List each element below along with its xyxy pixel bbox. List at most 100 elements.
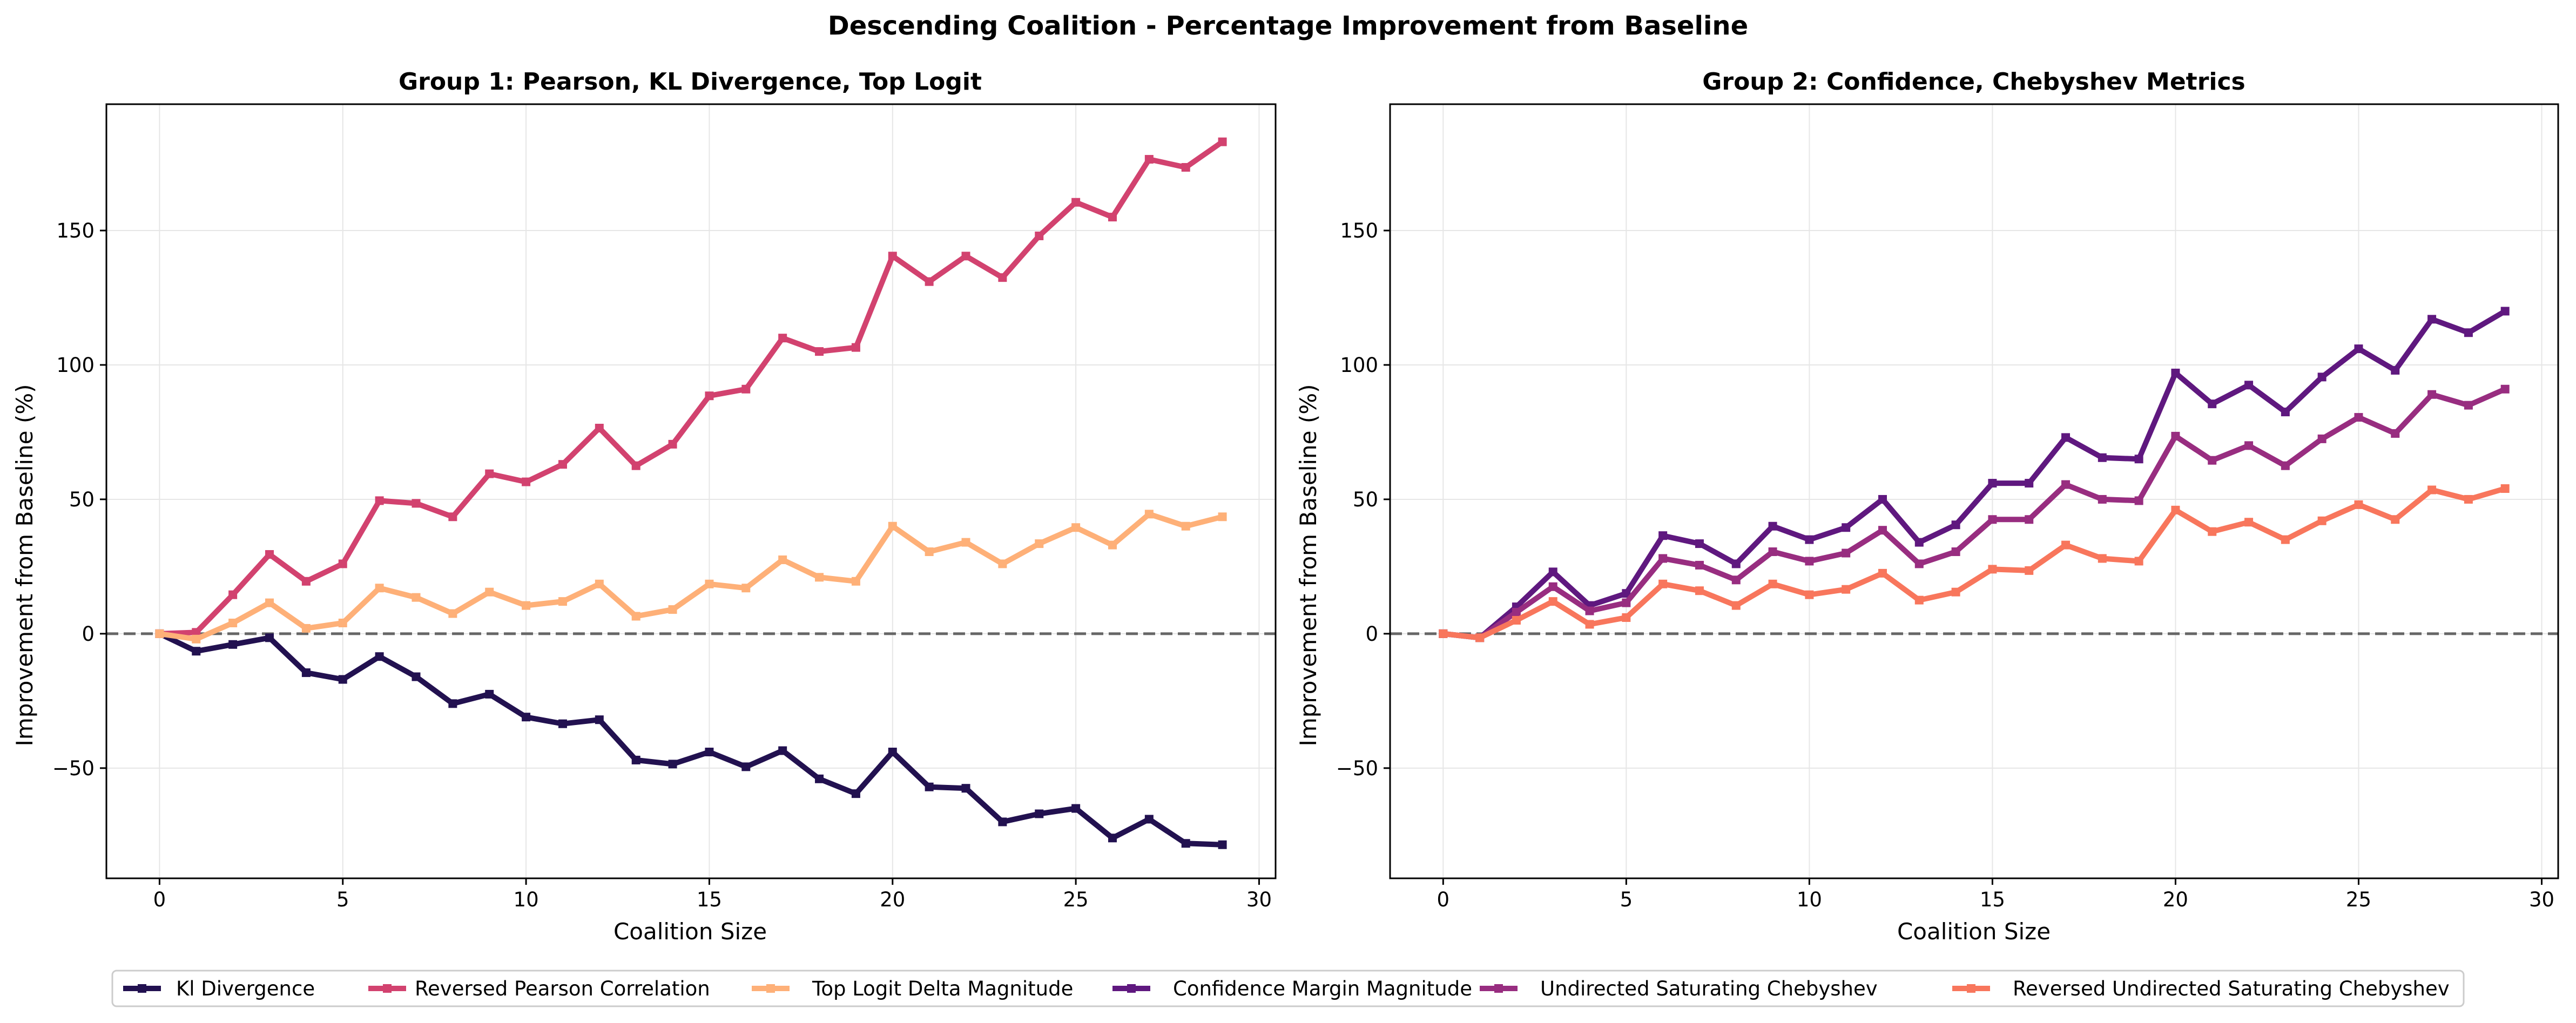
left-series-1-point — [375, 496, 384, 505]
legend-marker — [1967, 984, 1975, 993]
right-series-1-point — [2391, 429, 2400, 438]
right-x-tick-label: 10 — [1797, 888, 1822, 911]
left-series-2-point — [998, 559, 1007, 568]
left-series-2-point — [1181, 521, 1190, 531]
left-series-0-point — [631, 755, 640, 764]
left-series-1-point — [412, 499, 421, 508]
right-series-2-point — [1658, 579, 1668, 588]
left-series-0-point — [705, 747, 714, 756]
left-series-0-point — [998, 817, 1007, 826]
right-series-1-point — [1695, 560, 1704, 570]
right-series-1-point — [1914, 559, 1924, 568]
left-series-1-point — [705, 391, 714, 401]
left-series-2-point — [851, 577, 860, 586]
left-series-1-point — [301, 577, 311, 586]
left-series-0-point — [668, 760, 677, 769]
left-series-0-point — [961, 784, 970, 793]
left-series-0-point — [412, 672, 421, 681]
right-series-2-point — [1805, 590, 1814, 599]
left-series-2-point — [668, 605, 677, 614]
right-series-2-point — [2354, 500, 2363, 509]
right-series-1-point — [1585, 606, 1594, 615]
left-series-2-point — [961, 538, 970, 547]
right-x-tick-label: 25 — [2346, 888, 2371, 911]
right-x-tick-label: 15 — [1980, 888, 2005, 911]
right-series-0-point — [1988, 479, 1997, 488]
left-series-2-point — [1144, 510, 1154, 519]
left-series-0-point — [1181, 839, 1190, 848]
right-series-0-point — [2244, 381, 2254, 390]
left-series-1-point — [558, 460, 567, 469]
right-y-tick-label: 150 — [1340, 219, 1378, 242]
left-y-tick-label: 0 — [82, 622, 95, 646]
left-series-1-point — [815, 347, 824, 356]
right-series-1-point — [2208, 456, 2217, 465]
left-plot: Group 1: Pearson, KL Divergence, Top Log… — [11, 68, 1277, 945]
right-series-1-point — [1622, 598, 1631, 607]
right-plot-area: 0 5 10 15 20 25 30 −50 0 50 100 150 — [1336, 103, 2559, 911]
left-series-2-point — [741, 584, 751, 593]
right-series-0-point — [2208, 399, 2217, 409]
left-series-2-point — [485, 587, 494, 597]
right-series-1-point — [1548, 582, 1557, 591]
left-series-2-point — [631, 612, 640, 621]
left-series-2-point — [228, 618, 238, 627]
right-plot: Group 2: Confidence, Chebyshev Metrics 0… — [1295, 68, 2559, 945]
left-series-0-point — [1218, 840, 1227, 849]
right-series-line-2 — [1440, 486, 2508, 641]
right-series-0-point — [2025, 479, 2034, 488]
right-series-1-point — [2171, 431, 2180, 441]
left-series-0-point — [741, 762, 751, 771]
left-x-tick-label: 25 — [1063, 888, 1089, 911]
legend-entry-reversed-undirected-chebyshev: Reversed Undirected Saturating Chebyshev — [1952, 977, 2450, 1000]
left-series-1-point — [338, 559, 347, 568]
left-x-tick-label: 20 — [880, 888, 905, 911]
left-series-1-point — [1108, 213, 1117, 222]
right-x-axis-label: Coalition Size — [1897, 918, 2051, 945]
right-series-0-point — [1548, 567, 1557, 577]
left-series-1-point — [1218, 137, 1227, 146]
left-plot-area: 0 5 10 15 20 25 30 −50 0 50 100 150 — [52, 103, 1277, 911]
right-plot-title: Group 2: Confidence, Chebyshev Metrics — [1702, 68, 2245, 96]
left-series-1-point — [1144, 155, 1154, 164]
left-series-0-point — [228, 640, 238, 649]
right-series-0-point — [2317, 372, 2327, 382]
legend-marker — [1494, 984, 1503, 993]
left-series-0-point — [888, 747, 897, 756]
right-series-1-point — [2281, 461, 2290, 470]
right-series-2-point — [2171, 505, 2180, 514]
legend-label: Reversed Pearson Correlation — [415, 977, 710, 1000]
left-series-2-point — [301, 624, 311, 633]
right-series-2-point — [2025, 566, 2034, 575]
left-series-1-point — [265, 550, 274, 559]
left-x-axis-label: Coalition Size — [613, 918, 767, 945]
left-series-1-point — [595, 423, 604, 432]
left-series-1-point — [522, 477, 531, 486]
left-series-2-point — [155, 629, 164, 638]
right-series-1-point — [1731, 575, 1741, 585]
legend-label: Undirected Saturating Chebyshev — [1540, 977, 1878, 1000]
left-series-1-point — [888, 252, 897, 261]
left-series-1-point — [1071, 198, 1081, 207]
left-y-tick-label: 100 — [56, 354, 95, 377]
legend-marker — [383, 984, 392, 993]
left-series-2-point — [1071, 523, 1081, 532]
right-y-tick-label: −50 — [1336, 757, 1378, 780]
right-series-2-point — [1512, 616, 1521, 625]
right-series-2-point — [2427, 485, 2437, 494]
left-series-0-point — [815, 774, 824, 783]
left-series-2-point — [448, 609, 457, 618]
right-series-2-point — [1585, 620, 1594, 629]
left-series-1-point — [448, 512, 457, 521]
left-series-2-point — [558, 597, 567, 606]
left-series-0-point — [1144, 815, 1154, 824]
right-series-2-point — [2464, 494, 2473, 504]
left-series-1-point — [1035, 231, 1044, 240]
right-series-1-point — [2317, 434, 2327, 443]
right-series-0-point — [2171, 368, 2180, 377]
left-series-2-point — [1218, 512, 1227, 521]
right-series-2-point — [1622, 613, 1631, 622]
right-series-0-point — [1805, 535, 1814, 544]
left-series-2-point — [815, 573, 824, 582]
left-series-line-1 — [157, 139, 1225, 636]
